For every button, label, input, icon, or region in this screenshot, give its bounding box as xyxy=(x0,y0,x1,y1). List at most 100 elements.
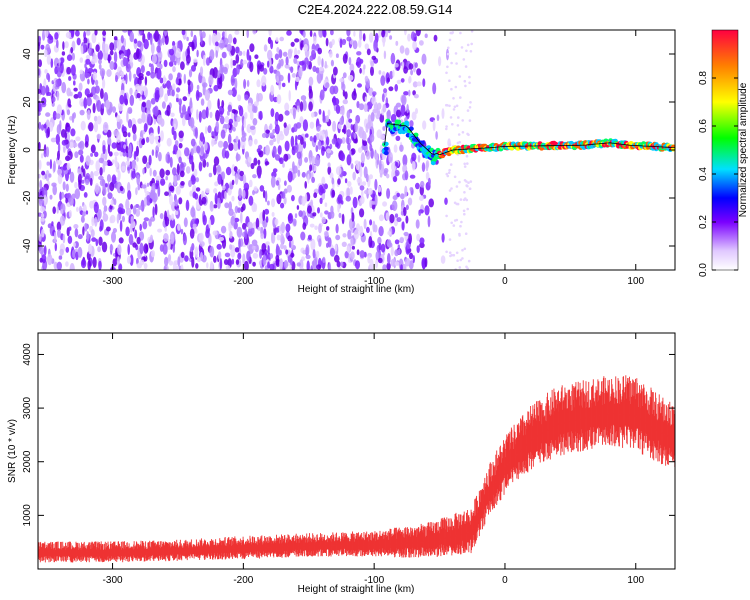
heatmap-cell xyxy=(452,108,456,111)
heatmap-cell xyxy=(314,155,321,167)
heatmap-cell xyxy=(223,140,229,150)
heatmap-cell xyxy=(111,142,117,149)
heatmap-cell xyxy=(466,162,469,165)
heatmap-cell xyxy=(146,113,152,126)
heatmap-cell xyxy=(446,52,450,56)
heatmap-cell xyxy=(456,259,459,263)
heatmap-cell xyxy=(62,41,65,51)
heatmap-cell xyxy=(464,232,468,235)
heatmap-cell xyxy=(173,123,177,129)
heatmap-cell xyxy=(394,84,399,92)
heatmap-cell xyxy=(88,243,93,255)
heatmap-cell xyxy=(322,30,326,38)
heatmap-cell xyxy=(76,37,81,46)
heatmap-cell xyxy=(87,78,90,85)
heatmap-cell xyxy=(460,46,464,49)
heatmap-cell xyxy=(190,148,194,156)
heatmap-cell xyxy=(201,109,207,120)
heatmap-cell xyxy=(405,204,409,211)
snr-y-label: SNR (10 * v/v) xyxy=(7,419,18,483)
heatmap-cell xyxy=(468,187,472,190)
colorbar-tick-label: 0.8 xyxy=(698,71,709,85)
heatmap-cell xyxy=(188,41,194,48)
heatmap-cell xyxy=(305,254,311,260)
heatmap-cell xyxy=(337,178,341,185)
heatmap-cell xyxy=(68,226,72,231)
heatmap-cell xyxy=(348,74,354,81)
heatmap-cell xyxy=(175,265,179,270)
heatmap-cell xyxy=(134,229,138,239)
heatmap-cell xyxy=(445,71,448,75)
heatmap-cell xyxy=(119,118,123,125)
heatmap-cell xyxy=(106,174,112,183)
heatmap-cell xyxy=(46,146,50,158)
heatmap-cell xyxy=(364,43,369,50)
heatmap-cell xyxy=(270,108,275,118)
heatmap-cell xyxy=(157,142,161,148)
heatmap-cell xyxy=(56,221,62,232)
heatmap-cell xyxy=(349,186,353,195)
heatmap-cell xyxy=(249,43,255,53)
heatmap-cell xyxy=(64,132,68,140)
heatmap-cell xyxy=(191,256,195,268)
heatmap-cell xyxy=(365,173,369,183)
heatmap-cell xyxy=(70,47,74,54)
heatmap-cell xyxy=(262,254,267,266)
heatmap-cell xyxy=(130,203,134,210)
heatmap-cell xyxy=(285,56,289,66)
heatmap-cell xyxy=(381,30,386,38)
heatmap-cell xyxy=(155,175,161,181)
snr-y-ticks: 1000 2000 3000 4000 xyxy=(22,343,675,526)
heatmap-cell xyxy=(276,63,282,70)
heatmap-cell xyxy=(191,161,195,172)
heatmap-cell xyxy=(290,258,293,266)
heatmap-cell xyxy=(409,187,413,192)
heatmap-cell xyxy=(182,233,187,246)
heatmap-cell xyxy=(84,63,87,69)
heatmap-cell xyxy=(236,115,241,123)
heatmap-cell xyxy=(65,183,69,192)
heatmap-cell xyxy=(178,197,183,205)
heatmap-cell xyxy=(62,181,66,191)
heatmap-cell xyxy=(85,54,91,60)
heatmap-cell xyxy=(349,63,355,72)
heatmap-cell xyxy=(116,214,120,224)
heatmap-cell xyxy=(401,94,407,106)
heatmap-cell xyxy=(247,156,252,163)
heatmap-cell xyxy=(145,99,152,110)
heatmap-cell xyxy=(305,133,309,138)
heatmap-cell xyxy=(223,37,229,46)
heatmap-cell xyxy=(38,159,42,170)
heatmap-cell xyxy=(452,253,456,257)
heatmap-cell xyxy=(190,175,196,185)
heatmap-cell xyxy=(463,247,467,251)
heatmap-cell xyxy=(347,229,352,240)
heatmap-x-ticks: -300 -200 -100 0 100 xyxy=(103,30,645,287)
heatmap-cell xyxy=(38,88,42,94)
heatmap-cell xyxy=(167,253,172,262)
heatmap-cell xyxy=(56,124,62,135)
heatmap-cell xyxy=(286,184,292,193)
heatmap-cell xyxy=(92,256,97,268)
heatmap-cell xyxy=(241,203,246,211)
heatmap-cell xyxy=(139,242,144,255)
snr-x-tick-label: 100 xyxy=(627,575,644,586)
heatmap-cell xyxy=(246,30,249,39)
heatmap-cell xyxy=(339,117,344,126)
heatmap-cell xyxy=(369,174,373,180)
heatmap-cell xyxy=(48,35,53,41)
heatmap-cell xyxy=(104,183,108,188)
heatmap-cell xyxy=(172,40,176,47)
heatmap-cell xyxy=(192,223,197,228)
heatmap-cell xyxy=(215,50,218,58)
heatmap-cell xyxy=(88,122,94,132)
heatmap-cell xyxy=(347,181,352,187)
heatmap-cell xyxy=(218,42,224,48)
heatmap-cell xyxy=(234,173,239,186)
heatmap-cell xyxy=(136,257,139,265)
heatmap-cell xyxy=(359,208,365,218)
heatmap-cell xyxy=(79,57,84,63)
heatmap-cell xyxy=(294,101,301,106)
heatmap-cell xyxy=(270,84,275,96)
heatmap-cell xyxy=(463,191,466,194)
